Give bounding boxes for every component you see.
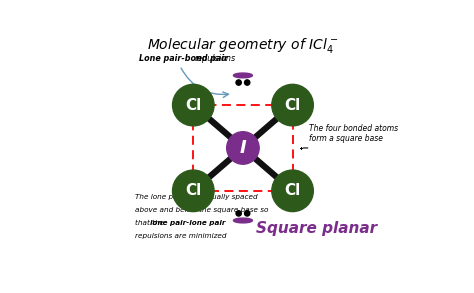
Text: Lone pair-bond pair: Lone pair-bond pair [139, 54, 231, 63]
Circle shape [245, 211, 250, 216]
Text: repulsions: repulsions [194, 54, 236, 63]
Circle shape [236, 80, 241, 85]
Circle shape [236, 211, 241, 216]
Circle shape [173, 170, 214, 212]
Circle shape [227, 132, 259, 164]
Circle shape [272, 170, 313, 212]
Text: Cl: Cl [185, 183, 201, 198]
Text: Cl: Cl [284, 98, 301, 113]
Text: The four bonded atoms
form a square base: The four bonded atoms form a square base [310, 124, 399, 143]
Text: Cl: Cl [185, 98, 201, 113]
Polygon shape [234, 218, 252, 223]
Text: Square planar: Square planar [256, 221, 378, 236]
Circle shape [272, 84, 313, 126]
Text: above and below the square base so: above and below the square base so [135, 207, 268, 213]
Circle shape [245, 80, 250, 85]
Polygon shape [234, 73, 252, 78]
Text: lone pair-lone pair: lone pair-lone pair [150, 220, 226, 226]
Text: I: I [239, 139, 246, 157]
Text: repulsions are minimized: repulsions are minimized [135, 234, 226, 239]
Text: Cl: Cl [284, 183, 301, 198]
Circle shape [173, 84, 214, 126]
Text: $\bf{\it{Molecular\ geometry\ of\ ICl_4^-}}$: $\bf{\it{Molecular\ geometry\ of\ ICl_4^… [147, 36, 338, 55]
Text: The lone pairs are equally spaced: The lone pairs are equally spaced [135, 194, 257, 200]
Text: that the: that the [135, 220, 166, 226]
